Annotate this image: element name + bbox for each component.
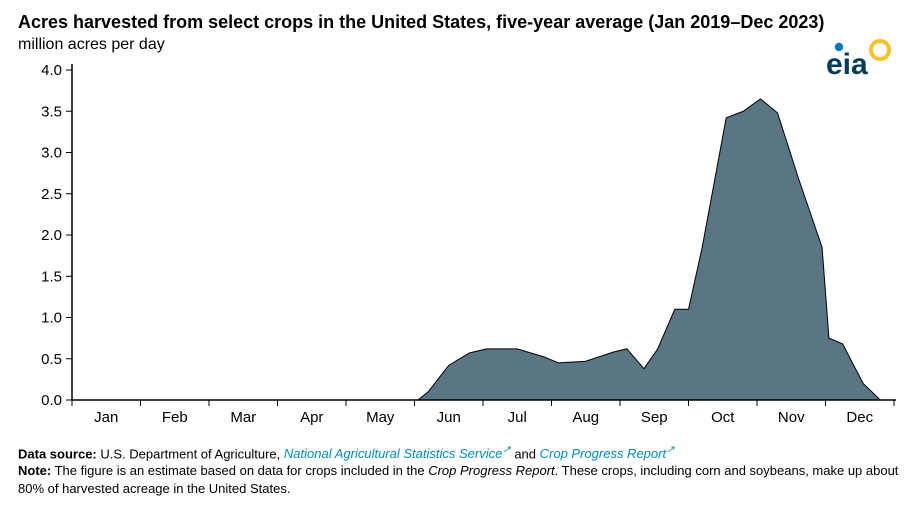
note-italic: Crop Progress Report (428, 463, 554, 478)
x-tick-label: Jan (94, 409, 118, 426)
y-tick-label: 2.0 (41, 227, 62, 244)
external-link-icon: ↗ (666, 445, 674, 456)
x-tick-label: Feb (162, 409, 188, 426)
y-tick-label: 4.0 (41, 62, 62, 79)
y-tick-label: 3.0 (41, 144, 62, 161)
data-source-conj: and (511, 446, 540, 461)
external-link-icon: ↗ (502, 445, 510, 456)
y-tick-label: 1.0 (41, 309, 62, 326)
note-label: Note: (18, 463, 51, 478)
link-crop-progress[interactable]: Crop Progress Report↗ (540, 446, 675, 461)
area-chart: 0.0 0.5 1.0 1.5 2.0 2.5 3.0 3.5 4.0 Jan Feb Mar Apr M… (18, 60, 902, 440)
x-tick-label: Dec (846, 409, 873, 426)
x-tick-label: Apr (300, 409, 323, 426)
chart-svg: 0.0 0.5 1.0 1.5 2.0 2.5 3.0 3.5 4.0 Jan Feb Mar Apr M… (18, 60, 902, 440)
chart-title: Acres harvested from select crops in the… (18, 12, 902, 34)
x-tick-label: Sep (641, 409, 668, 426)
y-tick-label: 0.0 (41, 392, 62, 409)
data-source-pre: U.S. Department of Agriculture, (97, 446, 284, 461)
y-tick-label: 2.5 (41, 185, 62, 202)
chart-subtitle: million acres per day (18, 36, 902, 54)
data-source-label: Data source: (18, 446, 97, 461)
x-tick-label: Nov (778, 409, 805, 426)
x-tick-label: May (366, 409, 395, 426)
y-tick-label: 3.5 (41, 103, 62, 120)
area-series (72, 98, 894, 399)
x-tick-label: Jun (437, 409, 461, 426)
x-tick-label: Aug (572, 409, 599, 426)
link-nass[interactable]: National Agricultural Statistics Service… (284, 446, 511, 461)
x-tick-label: Oct (711, 409, 735, 426)
footnotes: Data source: U.S. Department of Agricult… (18, 444, 902, 498)
x-tick-label: Mar (230, 409, 256, 426)
y-tick-label: 0.5 (41, 350, 62, 367)
y-tick-label: 1.5 (41, 268, 62, 285)
note-text-a: The figure is an estimate based on data … (51, 463, 428, 478)
x-tick-label: Jul (508, 409, 527, 426)
